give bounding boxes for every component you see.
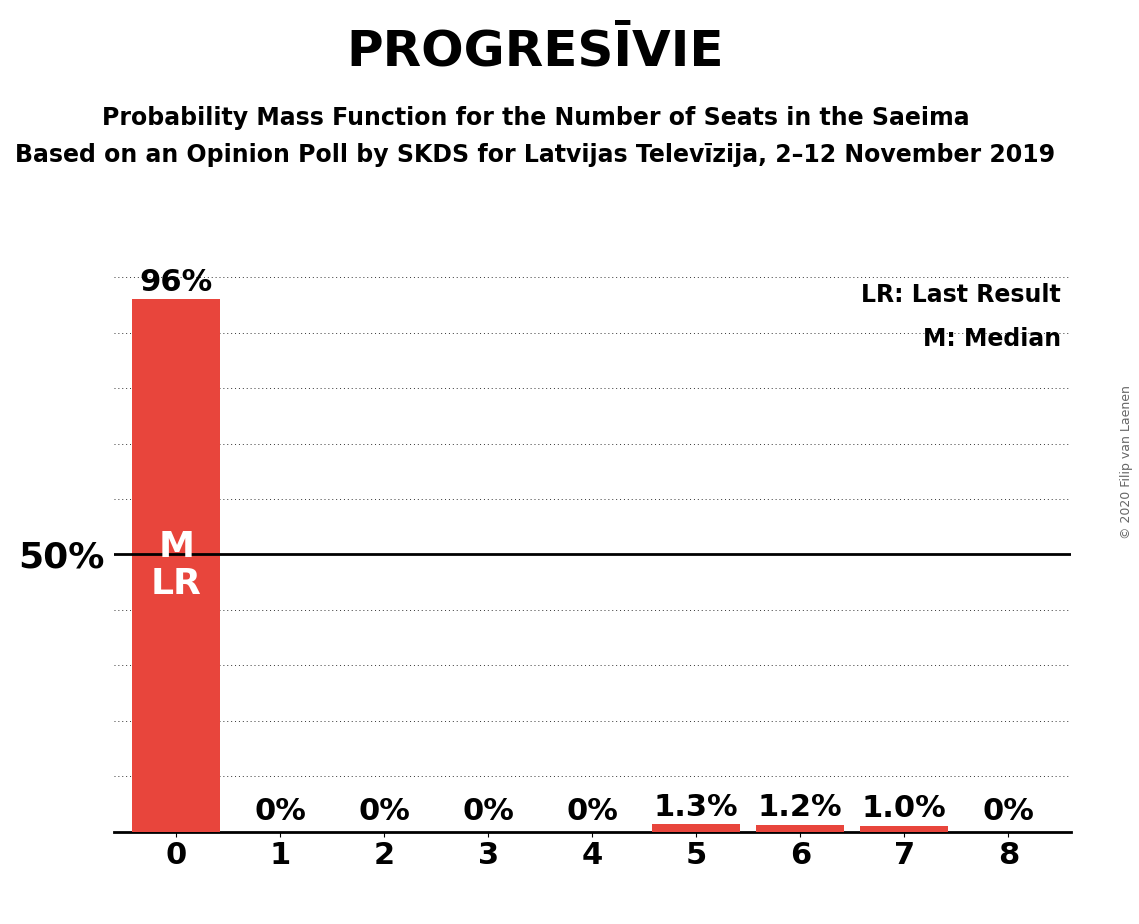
Text: 96%: 96% <box>140 268 213 297</box>
Text: PROGRESĪVIE: PROGRESĪVIE <box>346 28 724 76</box>
Text: 1.0%: 1.0% <box>862 795 947 823</box>
Bar <box>860 826 949 832</box>
Text: Probability Mass Function for the Number of Seats in the Saeima: Probability Mass Function for the Number… <box>101 106 969 130</box>
Text: 0%: 0% <box>462 797 514 826</box>
Text: LR: Last Result: LR: Last Result <box>861 283 1062 307</box>
Bar <box>652 824 740 832</box>
Text: © 2020 Filip van Laenen: © 2020 Filip van Laenen <box>1121 385 1133 539</box>
Bar <box>132 299 221 832</box>
Text: 1.2%: 1.2% <box>757 793 843 822</box>
Bar <box>756 825 844 832</box>
Text: M
LR: M LR <box>150 530 202 601</box>
Text: Based on an Opinion Poll by SKDS for Latvijas Televīzija, 2–12 November 2019: Based on an Opinion Poll by SKDS for Lat… <box>15 143 1056 167</box>
Text: 0%: 0% <box>982 797 1034 826</box>
Text: 0%: 0% <box>566 797 618 826</box>
Text: 0%: 0% <box>254 797 306 826</box>
Text: 1.3%: 1.3% <box>654 793 738 821</box>
Text: 0%: 0% <box>359 797 410 826</box>
Text: M: Median: M: Median <box>923 327 1062 351</box>
